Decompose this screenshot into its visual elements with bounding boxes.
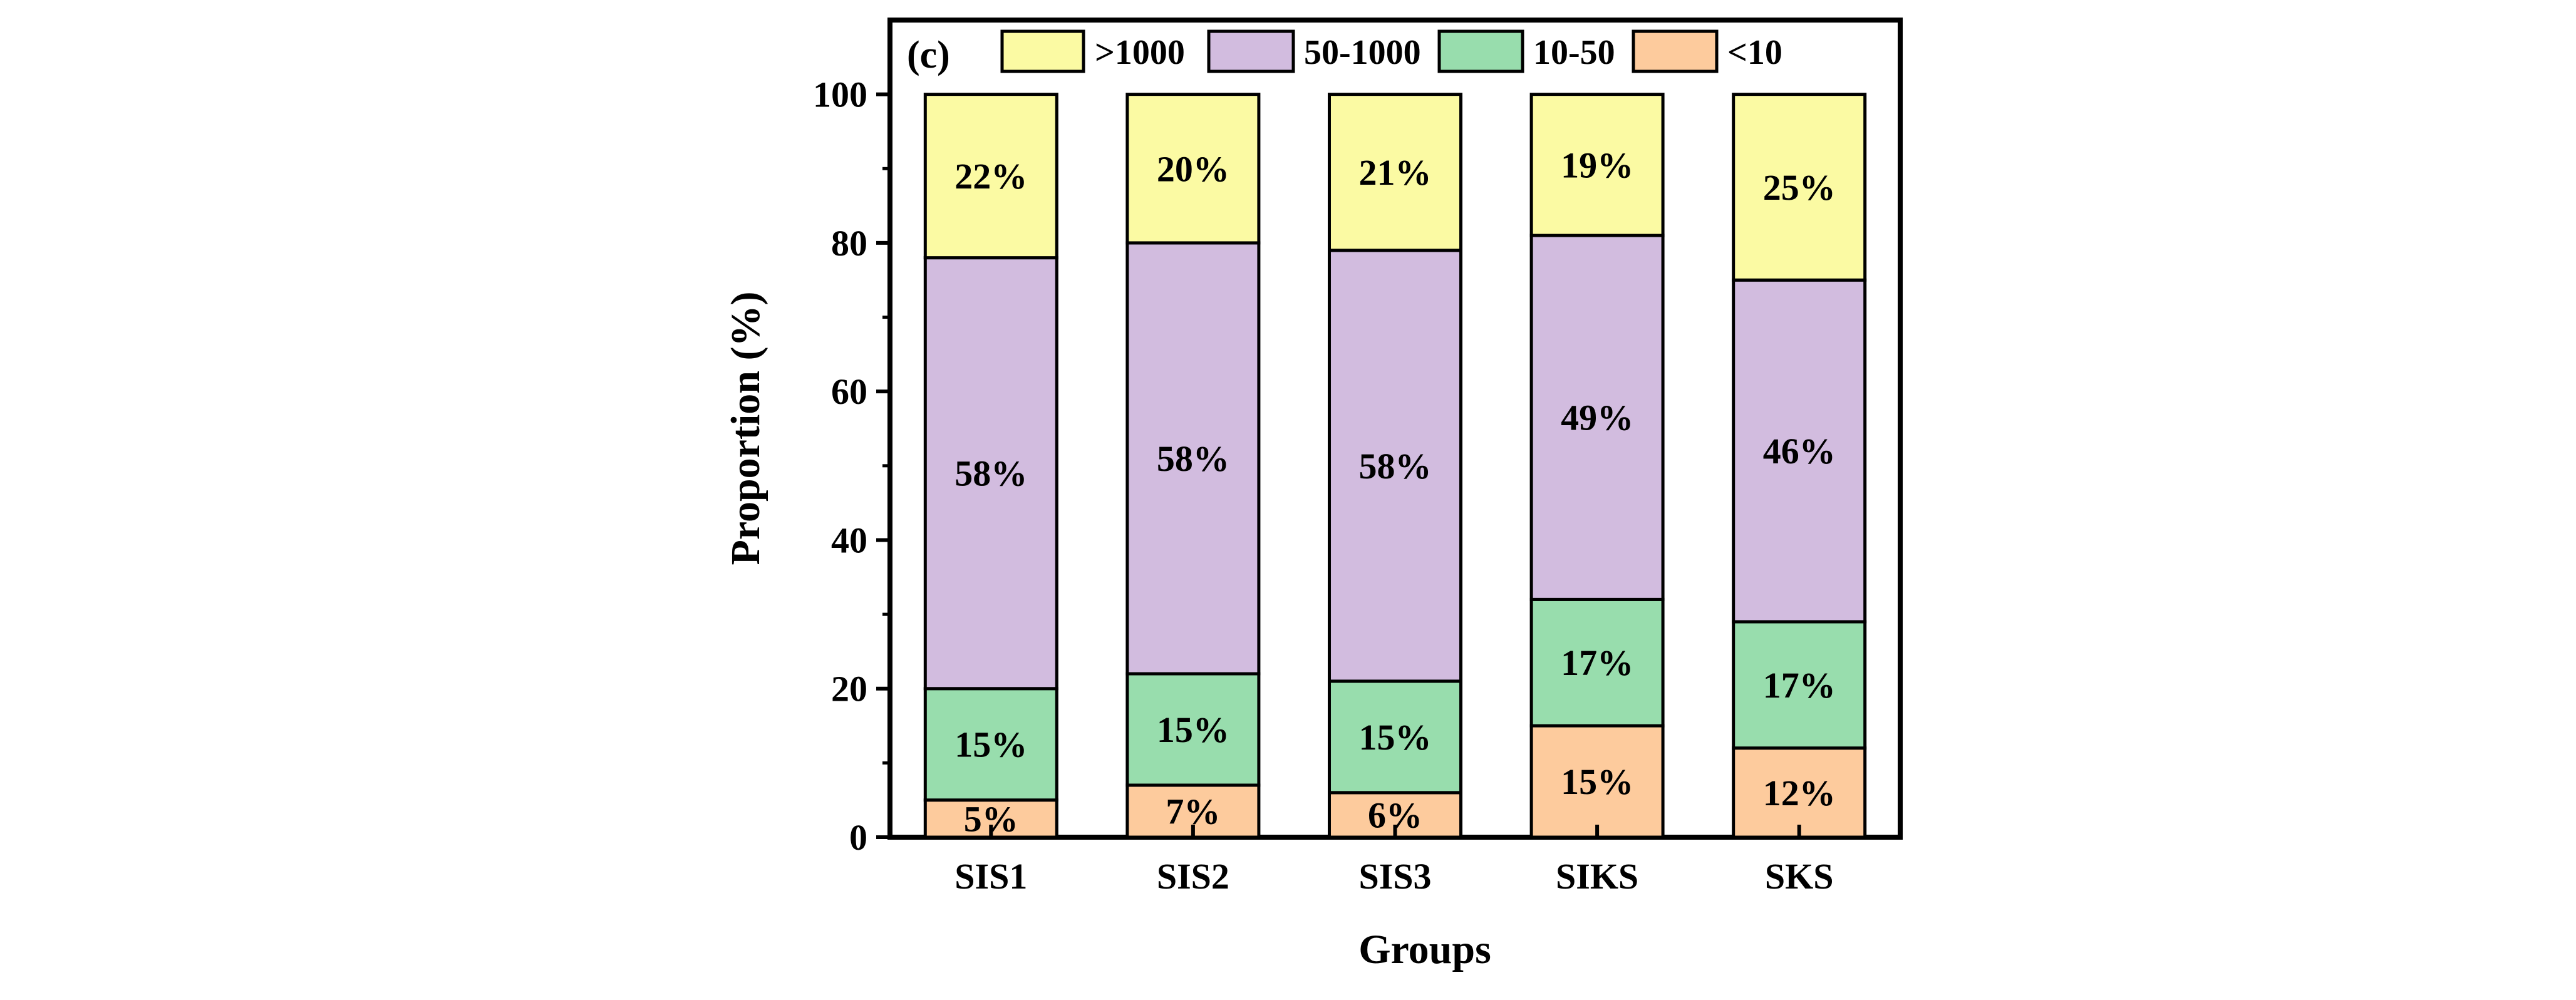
bar-sks-gt1000 (1732, 93, 1867, 282)
y-tick-label: 0 (849, 817, 867, 858)
legend-swatch-lt10 (1632, 29, 1719, 73)
bar-label: 21% (1359, 152, 1432, 193)
legend-label-gt1000: >1000 (1095, 33, 1185, 72)
x-tick-label: SIS1 (954, 856, 1027, 897)
legend-label-lt10: <10 (1727, 33, 1782, 72)
bar-label: 17% (1763, 665, 1836, 706)
y-axis: 0 20 40 60 80 100 (813, 75, 890, 858)
bar-siks-50-1000 (1529, 234, 1665, 601)
bar-label: 12% (1763, 773, 1836, 813)
bar-sks-50-1000 (1732, 278, 1867, 624)
bars-group: 5%15%58%22%7%15%58%20%6%15%58%21%15%17%4… (923, 93, 1867, 839)
bar-label: 58% (954, 453, 1027, 494)
bar-label: 20% (1157, 148, 1229, 189)
bar-sis3-10-50 (1328, 679, 1462, 795)
y-tick-label: 60 (831, 371, 867, 412)
panel-label: (c) (907, 34, 950, 76)
bar-label: 17% (1561, 642, 1633, 683)
x-tick-label: SIKS (1556, 856, 1638, 897)
legend-swatch-gt1000 (1000, 29, 1085, 73)
bar-label: 15% (1359, 717, 1432, 758)
bar-sis3-50-1000 (1328, 249, 1462, 683)
bar-label: 49% (1561, 398, 1633, 438)
legend-label-10-50: 10-50 (1533, 33, 1615, 72)
bar-label: 46% (1763, 431, 1836, 472)
bar-label: 15% (1157, 709, 1229, 750)
bar-sis1-50-1000 (923, 256, 1058, 691)
bar-siks-gt1000 (1529, 93, 1665, 237)
y-axis-title: Proportion (%) (723, 292, 768, 565)
bar-sks-10-50 (1732, 620, 1867, 750)
bar-sis1-gt1000 (923, 93, 1058, 260)
bar-siks-10-50 (1529, 597, 1665, 728)
bar-label: 58% (1359, 446, 1432, 487)
x-tick-label: SIS3 (1358, 856, 1431, 897)
legend: >1000 50-1000 10-50 <10 (1000, 29, 1782, 73)
bar-label: 25% (1763, 167, 1836, 208)
bar-label: 15% (1561, 761, 1633, 802)
x-axis: SIS1 SIS2 SIS3 SIKS SKS (954, 825, 1834, 897)
bar-sis2-gt1000 (1125, 93, 1261, 245)
bar-label: 19% (1561, 145, 1633, 185)
y-tick-label: 40 (831, 520, 867, 560)
y-tick-label: 100 (813, 75, 867, 115)
bar-label: 58% (1157, 438, 1229, 479)
x-tick-label: SIS2 (1157, 856, 1229, 897)
y-tick-label: 20 (831, 669, 867, 709)
x-tick-label: SKS (1765, 856, 1834, 897)
bar-label: 15% (954, 724, 1027, 765)
legend-swatch-10-50 (1437, 29, 1524, 73)
bar-sis2-10-50 (1125, 672, 1261, 787)
bar-siks-lt10 (1529, 724, 1665, 839)
legend-label-50-1000: 50-1000 (1304, 33, 1421, 72)
y-tick-label: 80 (831, 223, 867, 264)
bar-label: 22% (954, 156, 1027, 197)
bar-sis2-50-1000 (1125, 241, 1261, 676)
legend-swatch-50-1000 (1207, 29, 1295, 73)
x-axis-title: Groups (1358, 927, 1491, 972)
bar-sis3-gt1000 (1328, 93, 1462, 252)
